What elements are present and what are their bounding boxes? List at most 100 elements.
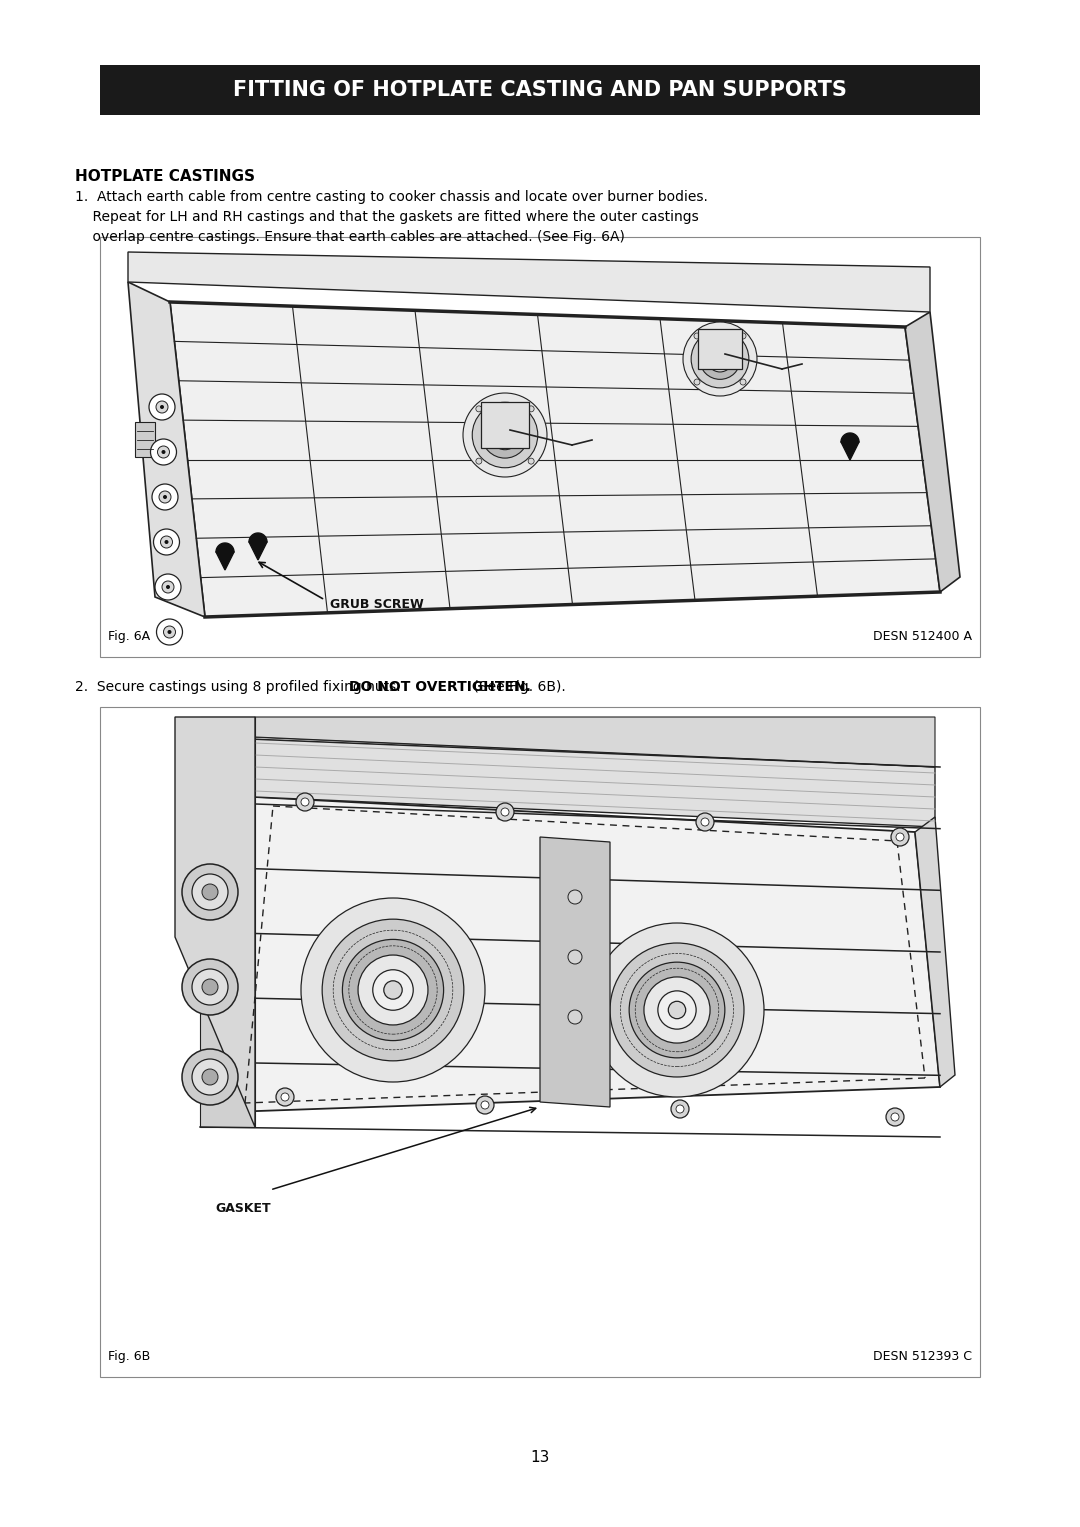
Polygon shape: [255, 738, 935, 828]
Bar: [135, 421, 156, 457]
Circle shape: [694, 379, 700, 385]
Circle shape: [163, 495, 167, 499]
Circle shape: [891, 828, 909, 846]
Circle shape: [482, 412, 528, 458]
Circle shape: [192, 970, 228, 1005]
Circle shape: [568, 950, 582, 964]
Circle shape: [150, 438, 176, 466]
Circle shape: [156, 574, 181, 600]
Text: 2.  Secure castings using 8 profiled fixing nuts.: 2. Secure castings using 8 profiled fixi…: [75, 680, 405, 693]
Circle shape: [153, 528, 179, 554]
Circle shape: [528, 458, 535, 464]
Circle shape: [740, 333, 746, 339]
Circle shape: [501, 808, 509, 815]
Text: DESN 512393 C: DESN 512393 C: [873, 1350, 972, 1364]
Polygon shape: [915, 817, 955, 1087]
Circle shape: [160, 405, 164, 409]
Polygon shape: [230, 797, 940, 1112]
Polygon shape: [249, 533, 267, 560]
Circle shape: [490, 420, 519, 449]
Polygon shape: [841, 434, 859, 460]
Circle shape: [891, 1113, 899, 1121]
Circle shape: [498, 428, 513, 443]
Circle shape: [163, 626, 175, 638]
Circle shape: [301, 799, 309, 806]
Circle shape: [342, 939, 444, 1040]
Circle shape: [463, 392, 546, 476]
Circle shape: [658, 991, 697, 1029]
Circle shape: [671, 1099, 689, 1118]
Circle shape: [669, 1002, 686, 1019]
Circle shape: [373, 970, 414, 1011]
Text: GRUB SCREW: GRUB SCREW: [330, 599, 423, 611]
Polygon shape: [170, 302, 940, 617]
Circle shape: [276, 1089, 294, 1106]
Text: 1.  Attach earth cable from centre casting to cooker chassis and locate over bur: 1. Attach earth cable from centre castin…: [75, 189, 707, 205]
Circle shape: [152, 484, 178, 510]
Circle shape: [183, 1049, 238, 1106]
Text: HOTPLATE CASTINGS: HOTPLATE CASTINGS: [75, 169, 255, 183]
Circle shape: [202, 979, 218, 996]
Text: Repeat for LH and RH castings and that the gaskets are fitted where the outer ca: Repeat for LH and RH castings and that t…: [75, 211, 699, 224]
Circle shape: [476, 406, 482, 412]
Circle shape: [886, 1109, 904, 1125]
Circle shape: [714, 353, 727, 365]
Circle shape: [528, 406, 535, 412]
Circle shape: [183, 864, 238, 919]
Text: Fig. 6A: Fig. 6A: [108, 631, 150, 643]
Text: 13: 13: [530, 1449, 550, 1464]
Text: GASKET: GASKET: [215, 1202, 271, 1215]
Circle shape: [158, 446, 170, 458]
Circle shape: [740, 379, 746, 385]
Circle shape: [610, 944, 744, 1077]
Polygon shape: [129, 282, 205, 617]
Polygon shape: [129, 252, 930, 312]
Circle shape: [691, 330, 748, 388]
Circle shape: [707, 347, 733, 373]
Polygon shape: [175, 718, 255, 1127]
Circle shape: [476, 1096, 494, 1115]
Text: FITTING OF HOTPLATE CASTING AND PAN SUPPORTS: FITTING OF HOTPLATE CASTING AND PAN SUPP…: [233, 79, 847, 99]
Text: Fig. 6B: Fig. 6B: [108, 1350, 150, 1364]
Circle shape: [696, 812, 714, 831]
Circle shape: [281, 1093, 289, 1101]
Circle shape: [192, 873, 228, 910]
Circle shape: [896, 834, 904, 841]
Circle shape: [149, 394, 175, 420]
Text: (See Fig. 6B).: (See Fig. 6B).: [470, 680, 566, 693]
Circle shape: [700, 339, 741, 379]
Circle shape: [676, 1106, 684, 1113]
Circle shape: [359, 954, 428, 1025]
Circle shape: [162, 580, 174, 592]
Bar: [699, 328, 742, 370]
Polygon shape: [905, 312, 960, 592]
Circle shape: [161, 536, 173, 548]
Polygon shape: [200, 718, 255, 1127]
Circle shape: [383, 980, 402, 999]
Circle shape: [476, 458, 482, 464]
Bar: [100, 707, 980, 1377]
Circle shape: [472, 402, 538, 467]
Circle shape: [322, 919, 463, 1061]
Circle shape: [156, 402, 168, 412]
Circle shape: [296, 793, 314, 811]
Circle shape: [694, 333, 700, 339]
Circle shape: [301, 898, 485, 1083]
Text: DO NOT OVERTIGHTEN.: DO NOT OVERTIGHTEN.: [349, 680, 530, 693]
Circle shape: [568, 1009, 582, 1025]
Bar: [100, 237, 980, 657]
Circle shape: [590, 922, 764, 1096]
Circle shape: [568, 890, 582, 904]
Circle shape: [683, 322, 757, 395]
Bar: [100, 66, 980, 115]
Bar: [481, 402, 529, 447]
Polygon shape: [255, 718, 935, 767]
Circle shape: [157, 618, 183, 644]
Polygon shape: [540, 837, 610, 1107]
Polygon shape: [216, 544, 234, 570]
Circle shape: [159, 492, 171, 502]
Circle shape: [481, 1101, 489, 1109]
Circle shape: [496, 803, 514, 822]
Circle shape: [164, 541, 168, 544]
Circle shape: [162, 450, 165, 454]
